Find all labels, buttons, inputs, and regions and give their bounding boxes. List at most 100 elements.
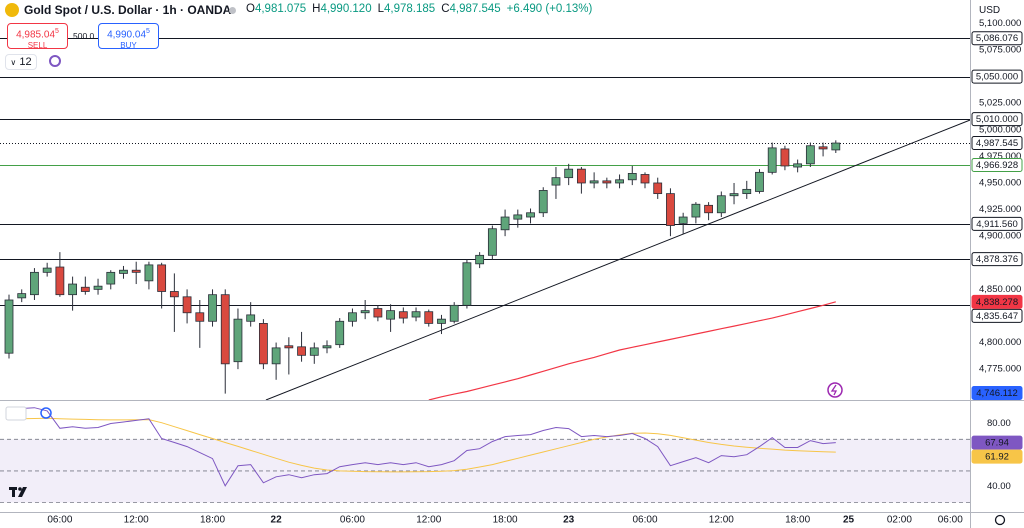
level-label-box [971, 157, 1023, 172]
logo-part [18, 487, 27, 497]
indicator-toggle[interactable] [5, 406, 27, 421]
candle-body [208, 294, 217, 322]
candle-body [640, 174, 650, 184]
candle-body [716, 195, 726, 214]
buy-price-sup: 5 [146, 28, 150, 35]
x-tick-label: 18:00 [200, 515, 225, 526]
candle-body [767, 147, 777, 173]
candle-body [411, 311, 421, 318]
alert-icon[interactable] [827, 382, 843, 398]
ohlc-letter: C [441, 3, 450, 15]
replay-icon[interactable] [49, 55, 61, 67]
candle-body [42, 267, 52, 273]
buy-button[interactable]: 4,990.045 BUY [98, 23, 159, 50]
x-tick-label: 25 [843, 515, 855, 526]
rsi-line [9, 417, 836, 473]
market-status [229, 7, 236, 14]
candle-body [526, 212, 535, 218]
candle-body [17, 293, 27, 299]
candle-body [106, 271, 116, 285]
level-label-box [971, 69, 1023, 84]
spread: 500.0 [73, 31, 95, 41]
dropdown-caret: ∨ [10, 58, 17, 67]
candle-body [322, 345, 332, 349]
candle-body [373, 308, 383, 318]
y-tick-label: 4,800.000 [979, 337, 1021, 348]
level-label: 4,838.278 [976, 297, 1018, 308]
logo-part [18, 487, 22, 491]
logo-part [12, 487, 15, 497]
last-value-label: 67.94 [985, 438, 1009, 449]
ohlc-value: 4,987.545 [449, 3, 501, 15]
y-tick-label: 4,900.000 [979, 231, 1021, 242]
candle-body [462, 262, 472, 306]
candle-body [246, 314, 256, 322]
level-label: 4,746.112 [976, 388, 1018, 399]
x-tick-label: 18:00 [493, 515, 518, 526]
candle-body [691, 203, 701, 218]
candle-body [80, 286, 90, 292]
ohlc-legend: O4,981.075 H4,990.120 L4,978.185 C4,987.545… [246, 3, 592, 15]
candle-body [729, 193, 739, 197]
candle-body [551, 177, 561, 186]
y-tick-label: 40.00 [987, 481, 1011, 492]
candle-body [805, 145, 815, 165]
candle-body [284, 345, 294, 349]
last-value-label: 61.92 [985, 452, 1009, 463]
axes: 5,100.000 5,075.000 5,025.000 5,000.000 4,97… [47, 18, 1023, 526]
ohlc-value: 4,990.120 [320, 3, 372, 15]
level-label-box [971, 216, 1023, 231]
currency[interactable]: USD [979, 5, 1001, 16]
y-tick-label: 4,925.000 [979, 204, 1021, 215]
candle-body [68, 283, 77, 296]
level-label-box [971, 136, 1023, 151]
settings-icon[interactable] [994, 514, 1006, 526]
x-tick-label: 12:00 [416, 515, 441, 526]
candle-body [93, 285, 103, 290]
y-tick-label: 5,025.000 [979, 98, 1021, 109]
sell-button[interactable]: 4,985.045 SELL [7, 23, 68, 51]
level-label: 5,050.000 [976, 72, 1018, 83]
candle-body [297, 346, 306, 356]
candle-body [182, 296, 192, 314]
candle-body [424, 311, 434, 324]
y-tick-label: 4,775.000 [979, 364, 1021, 375]
last-value-label-box [971, 435, 1023, 450]
level-label-box [971, 112, 1023, 127]
sell-label: SELL [27, 41, 48, 51]
x-tick-label: 02:00 [887, 515, 912, 526]
y-tick-label: 5,075.000 [979, 45, 1021, 56]
candle-body [577, 168, 586, 184]
ohlc-change: +6.490 (+0.13%) [506, 3, 593, 15]
interval-dropdown[interactable]: ∨ 12 [5, 54, 37, 70]
level-label: 4,987.545 [976, 138, 1018, 149]
candle-body [131, 269, 141, 273]
candle-body [169, 291, 179, 298]
candle-body [500, 216, 510, 231]
ohlc-letter: L [377, 3, 385, 15]
candle-body [309, 347, 319, 356]
candle-body [233, 318, 243, 363]
candle-body [30, 271, 39, 296]
level-label: 5,086.076 [976, 33, 1018, 44]
y-tick-label: 4,950.000 [979, 177, 1021, 188]
candle-body [195, 312, 205, 322]
candle-body [678, 216, 688, 224]
candle-body [335, 320, 345, 346]
rsi-pane [0, 407, 970, 503]
indicator-settings-icon[interactable] [40, 407, 52, 419]
candle-body [4, 299, 14, 354]
y-tick-label: 4,975.000 [979, 151, 1021, 162]
y-tick-label: 5,000.000 [979, 124, 1021, 135]
candle-body [475, 254, 485, 265]
candle-body [666, 193, 675, 226]
candle-body [564, 168, 574, 179]
candle-body [157, 264, 167, 292]
candle-body [704, 204, 713, 214]
candle-body [437, 318, 446, 324]
level-label: 4,966.928 [976, 160, 1018, 171]
tv-logo [9, 487, 27, 497]
level-label: 4,911.560 [976, 219, 1018, 230]
interval-value: 12 [19, 56, 32, 68]
